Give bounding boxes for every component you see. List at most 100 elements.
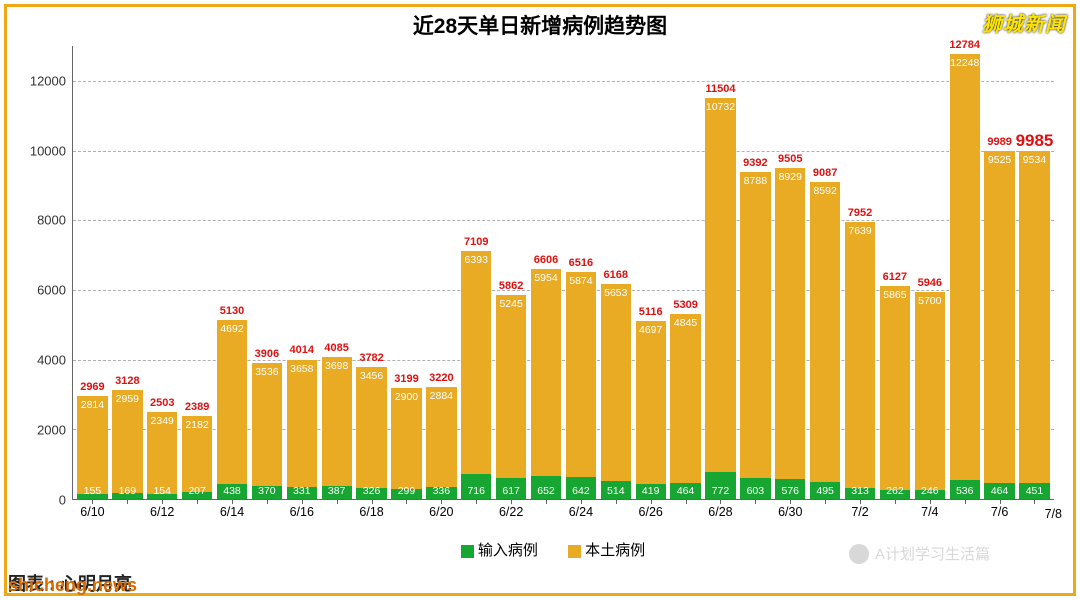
bar-local-label: 8592: [813, 185, 836, 197]
bar-total-label: 3906: [255, 348, 279, 360]
bar-local-label: 4692: [220, 323, 243, 335]
bar-total-label: 9985: [1016, 131, 1054, 151]
bar-segment-local: 9525: [984, 151, 1014, 483]
bar: 32202884336: [426, 387, 456, 499]
bar-segment-local: 8592: [810, 182, 840, 481]
bar: 25032349154: [147, 412, 177, 499]
bar-segment-local: 3456: [356, 367, 386, 487]
bar-imported-label: 262: [886, 485, 904, 497]
bar-slot: 250323491546/12: [145, 46, 180, 499]
x-tick-label: 7/4: [921, 505, 938, 519]
legend-label-local: 本土病例: [585, 542, 645, 559]
bar-imported-label: 495: [816, 485, 834, 497]
legend-swatch-imported: [461, 545, 474, 558]
bar-local-label: 5865: [883, 289, 906, 301]
bar-segment-local: 4845: [670, 314, 700, 483]
bar-total-label: 3128: [115, 375, 139, 387]
x-final-label: 7/8: [1045, 507, 1062, 521]
bar-slot: 11504107327726/28: [703, 46, 738, 499]
bar-local-label: 3536: [255, 366, 278, 378]
bar-imported-label: 514: [607, 485, 625, 497]
bar-total-label: 7952: [848, 207, 872, 219]
bar-slot: 1278412248536: [947, 46, 982, 499]
bar: 59465700246: [915, 292, 945, 499]
bar-total-label: 11504: [705, 83, 735, 95]
bar-segment-local: 2959: [112, 390, 142, 493]
bar-imported-label: 155: [84, 485, 102, 497]
bar-local-label: 3456: [360, 370, 383, 382]
y-tick-label: 8000: [18, 213, 66, 228]
bar-segment-local: 2884: [426, 387, 456, 487]
bar-imported-label: 331: [293, 485, 311, 497]
bar-slot: 950589295766/30: [773, 46, 808, 499]
bar-total-label: 4085: [324, 342, 348, 354]
bar-slot: 378234563266/18: [354, 46, 389, 499]
bar-local-label: 5954: [534, 272, 557, 284]
bar: 99899525464: [984, 151, 1014, 499]
bar-total-label: 5946: [918, 277, 942, 289]
x-tick-label: 6/26: [639, 505, 663, 519]
bar-slot: 401436583316/16: [284, 46, 319, 499]
bar: 93928788603: [740, 172, 770, 499]
bar-total-label: 2969: [80, 381, 104, 393]
bar: 51164697419: [636, 321, 666, 499]
legend-swatch-local: [568, 545, 581, 558]
bar-total-label: 2503: [150, 397, 174, 409]
x-tick-label: 6/16: [290, 505, 314, 519]
bar: 29692814155: [77, 396, 107, 499]
bar-imported-label: 652: [537, 485, 555, 497]
bar-imported-label: 716: [467, 485, 485, 497]
bar-segment-local: 5653: [601, 284, 631, 481]
bar-slot: 66065954652: [529, 46, 564, 499]
watermark-top-right: 狮城新闻: [982, 8, 1066, 37]
bar-local-label: 10732: [706, 101, 735, 113]
bar-total-label: 9392: [743, 157, 767, 169]
bar-imported-label: 169: [119, 485, 137, 497]
bar-segment-local: 8788: [740, 172, 770, 478]
bar: 71096393716: [461, 251, 491, 499]
bar-total-label: 6516: [569, 257, 593, 269]
bar: 40853698387: [322, 357, 352, 499]
x-tick-label: 6/28: [708, 505, 732, 519]
bar-local-label: 7639: [848, 225, 871, 237]
bar-slot: 61685653514: [598, 46, 633, 499]
bar-segment-local: 2814: [77, 396, 107, 494]
bar-slot: 3128 2959169: [110, 46, 145, 499]
bar-slot: 61275865262: [877, 46, 912, 499]
bar: 99859534451: [1019, 151, 1049, 499]
bar-local-label: 2349: [151, 415, 174, 427]
y-tick-label: 2000: [18, 422, 66, 437]
bar: 1278412248536: [950, 54, 980, 499]
bar-local-label: 8788: [744, 175, 767, 187]
bar: 37823456326: [356, 367, 386, 499]
bar-local-label: 12248: [950, 57, 979, 69]
bar: 31992900299: [391, 388, 421, 499]
bar-imported-label: 603: [747, 485, 765, 497]
bar-segment-local: 6393: [461, 251, 491, 474]
x-tick-label: 6/14: [220, 505, 244, 519]
bar-slot: 23892182207: [180, 46, 215, 499]
bar-segment-local: 9534: [1019, 151, 1049, 483]
bar-local-label: 4697: [639, 324, 662, 336]
bar-total-label: 5130: [220, 305, 244, 317]
bar-imported-label: 617: [502, 485, 520, 497]
y-tick-label: 10000: [18, 143, 66, 158]
bar-imported-label: 451: [1026, 485, 1044, 497]
legend-label-imported: 输入病例: [478, 542, 538, 559]
bar-segment-local: 12248: [950, 54, 980, 481]
bar-imported-label: 464: [677, 485, 695, 497]
x-tick-label: 7/2: [851, 505, 868, 519]
bar-segment-local: 5874: [566, 272, 596, 477]
bar-local-label: 5700: [918, 295, 941, 307]
bar-imported-label: 576: [781, 485, 799, 497]
bar-imported-label: 313: [851, 485, 869, 497]
bar-local-label: 4845: [674, 317, 697, 329]
x-tick-label: 6/12: [150, 505, 174, 519]
bar-local-label: 5245: [499, 298, 522, 310]
bar-total-label: 9505: [778, 153, 802, 165]
bar-slot: 322028843366/20: [424, 46, 459, 499]
x-tick-label: 6/22: [499, 505, 523, 519]
bar-total-label: 5309: [673, 299, 697, 311]
bar-total-label: 4014: [290, 344, 314, 356]
bar: 66065954652: [531, 269, 561, 499]
